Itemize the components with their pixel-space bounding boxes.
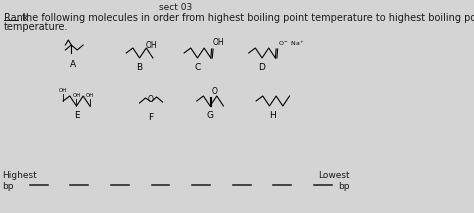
Text: Highest
bp: Highest bp <box>2 171 37 191</box>
Text: temperature.: temperature. <box>4 22 68 32</box>
Text: O: O <box>148 95 154 105</box>
Text: Rank: Rank <box>4 13 28 23</box>
Text: Lowest
bp: Lowest bp <box>318 171 350 191</box>
Text: OH: OH <box>59 88 67 93</box>
Text: OH: OH <box>86 93 94 98</box>
Text: A: A <box>70 60 76 69</box>
Text: the following molecules in order from highest boiling point temperature to highe: the following molecules in order from hi… <box>18 13 474 23</box>
Text: OH: OH <box>72 93 81 98</box>
Text: F: F <box>148 113 153 122</box>
Text: O$^-$ Na$^+$: O$^-$ Na$^+$ <box>278 39 305 48</box>
Text: B: B <box>137 63 143 72</box>
Text: G: G <box>207 111 214 120</box>
Text: OH: OH <box>146 41 157 50</box>
Text: C: C <box>194 63 201 72</box>
Text: H: H <box>269 111 276 120</box>
Text: D: D <box>259 63 265 72</box>
Text: O: O <box>211 87 218 96</box>
Text: E: E <box>73 111 79 120</box>
Text: OH: OH <box>212 38 224 47</box>
Text: sect 03: sect 03 <box>159 3 192 12</box>
